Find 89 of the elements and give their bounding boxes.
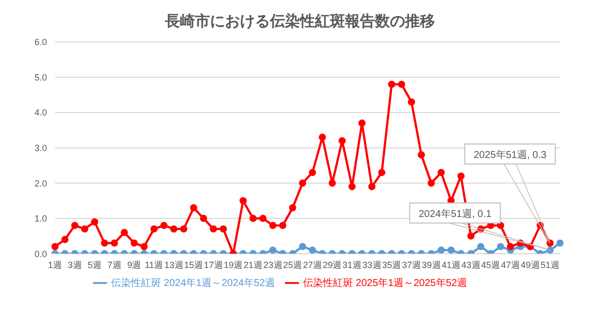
point xyxy=(348,183,356,190)
point xyxy=(210,225,218,233)
x-tick-label: 13週 xyxy=(164,260,184,270)
point xyxy=(269,222,276,230)
x-tick-label: 11週 xyxy=(144,260,164,270)
point xyxy=(388,80,396,88)
point xyxy=(220,225,227,233)
annotation: 2025年51週, 0.3 xyxy=(474,149,547,161)
point xyxy=(308,168,316,176)
point xyxy=(418,151,425,158)
point xyxy=(428,179,435,187)
point xyxy=(61,236,68,244)
y-tick-label: 6.0 xyxy=(34,37,47,48)
point xyxy=(328,179,336,187)
point xyxy=(398,80,406,88)
point xyxy=(150,225,158,233)
point xyxy=(130,239,138,247)
x-tick-label: 5週 xyxy=(88,260,102,270)
point xyxy=(496,242,504,250)
x-tick-label: 29週 xyxy=(322,260,342,270)
y-tick-label: 4.0 xyxy=(34,108,47,118)
point xyxy=(438,246,445,254)
point xyxy=(100,239,108,247)
annotation: 2024年51週, 0.1 xyxy=(418,208,492,220)
y-tick-label: 0.0 xyxy=(34,248,47,259)
point xyxy=(496,222,504,230)
point xyxy=(289,204,296,212)
point xyxy=(170,225,178,233)
point xyxy=(110,239,118,247)
x-tick-label: 31週 xyxy=(342,260,362,270)
y-tick-label: 1.0 xyxy=(34,214,47,224)
point xyxy=(71,222,78,230)
x-tick-label: 17週 xyxy=(204,260,223,270)
x-tick-label: 41週 xyxy=(442,260,461,270)
point xyxy=(259,214,267,222)
x-tick-label: 25週 xyxy=(283,260,302,270)
x-tick-label: 51週 xyxy=(540,260,560,270)
point xyxy=(438,168,445,176)
point xyxy=(81,225,88,233)
x-tick-label: 45週 xyxy=(481,260,500,270)
point xyxy=(51,242,59,250)
x-tick-label: 35週 xyxy=(382,260,402,270)
x-tick-label: 9週 xyxy=(127,260,142,270)
point xyxy=(298,179,306,187)
point xyxy=(298,242,306,250)
point xyxy=(378,168,386,176)
point xyxy=(308,246,316,254)
point xyxy=(249,214,257,222)
point xyxy=(91,218,98,226)
point xyxy=(368,183,376,190)
point xyxy=(318,134,326,141)
x-tick-label: 43週 xyxy=(461,260,480,270)
point xyxy=(190,204,198,212)
x-tick-label: 37週 xyxy=(402,260,421,270)
y-tick-label: 5.0 xyxy=(34,72,47,82)
point xyxy=(467,232,474,240)
x-tick-label: 7週 xyxy=(107,260,122,270)
x-tick-label: 3週 xyxy=(68,260,82,270)
x-tick-label: 49週 xyxy=(520,260,540,270)
x-tick-label: 33週 xyxy=(362,260,382,270)
point xyxy=(140,242,148,250)
point xyxy=(506,242,514,250)
point xyxy=(447,246,455,254)
x-tick-label: 47週 xyxy=(500,260,520,270)
x-tick-label: 19週 xyxy=(224,260,243,270)
point xyxy=(200,214,208,222)
x-tick-label: 23週 xyxy=(263,260,282,270)
x-tick-label: 39週 xyxy=(422,260,441,270)
y-tick-label: 2.0 xyxy=(34,178,47,188)
point xyxy=(279,222,286,230)
point xyxy=(477,242,484,250)
point xyxy=(160,222,168,230)
point xyxy=(408,98,416,106)
point xyxy=(269,246,276,254)
x-tick-label: 1週 xyxy=(48,260,62,270)
x-tick-label: 21週 xyxy=(244,260,263,270)
point xyxy=(358,120,366,127)
point xyxy=(556,239,564,247)
point xyxy=(120,228,128,236)
legend-label: 伝染性紅斑 2025年1週～2025年52週 xyxy=(303,278,467,289)
x-tick-label: 15週 xyxy=(184,260,204,270)
y-tick-label: 3.0 xyxy=(34,143,47,154)
point xyxy=(180,225,188,233)
x-tick-label: 27週 xyxy=(302,260,322,270)
chart-title: 長崎市における伝染性紅斑報告数の推移 xyxy=(164,12,436,31)
point xyxy=(457,172,465,180)
point xyxy=(338,137,346,144)
point xyxy=(240,197,247,204)
legend-label: 伝染性紅斑 2024年1週～2024年52週 xyxy=(111,278,275,289)
